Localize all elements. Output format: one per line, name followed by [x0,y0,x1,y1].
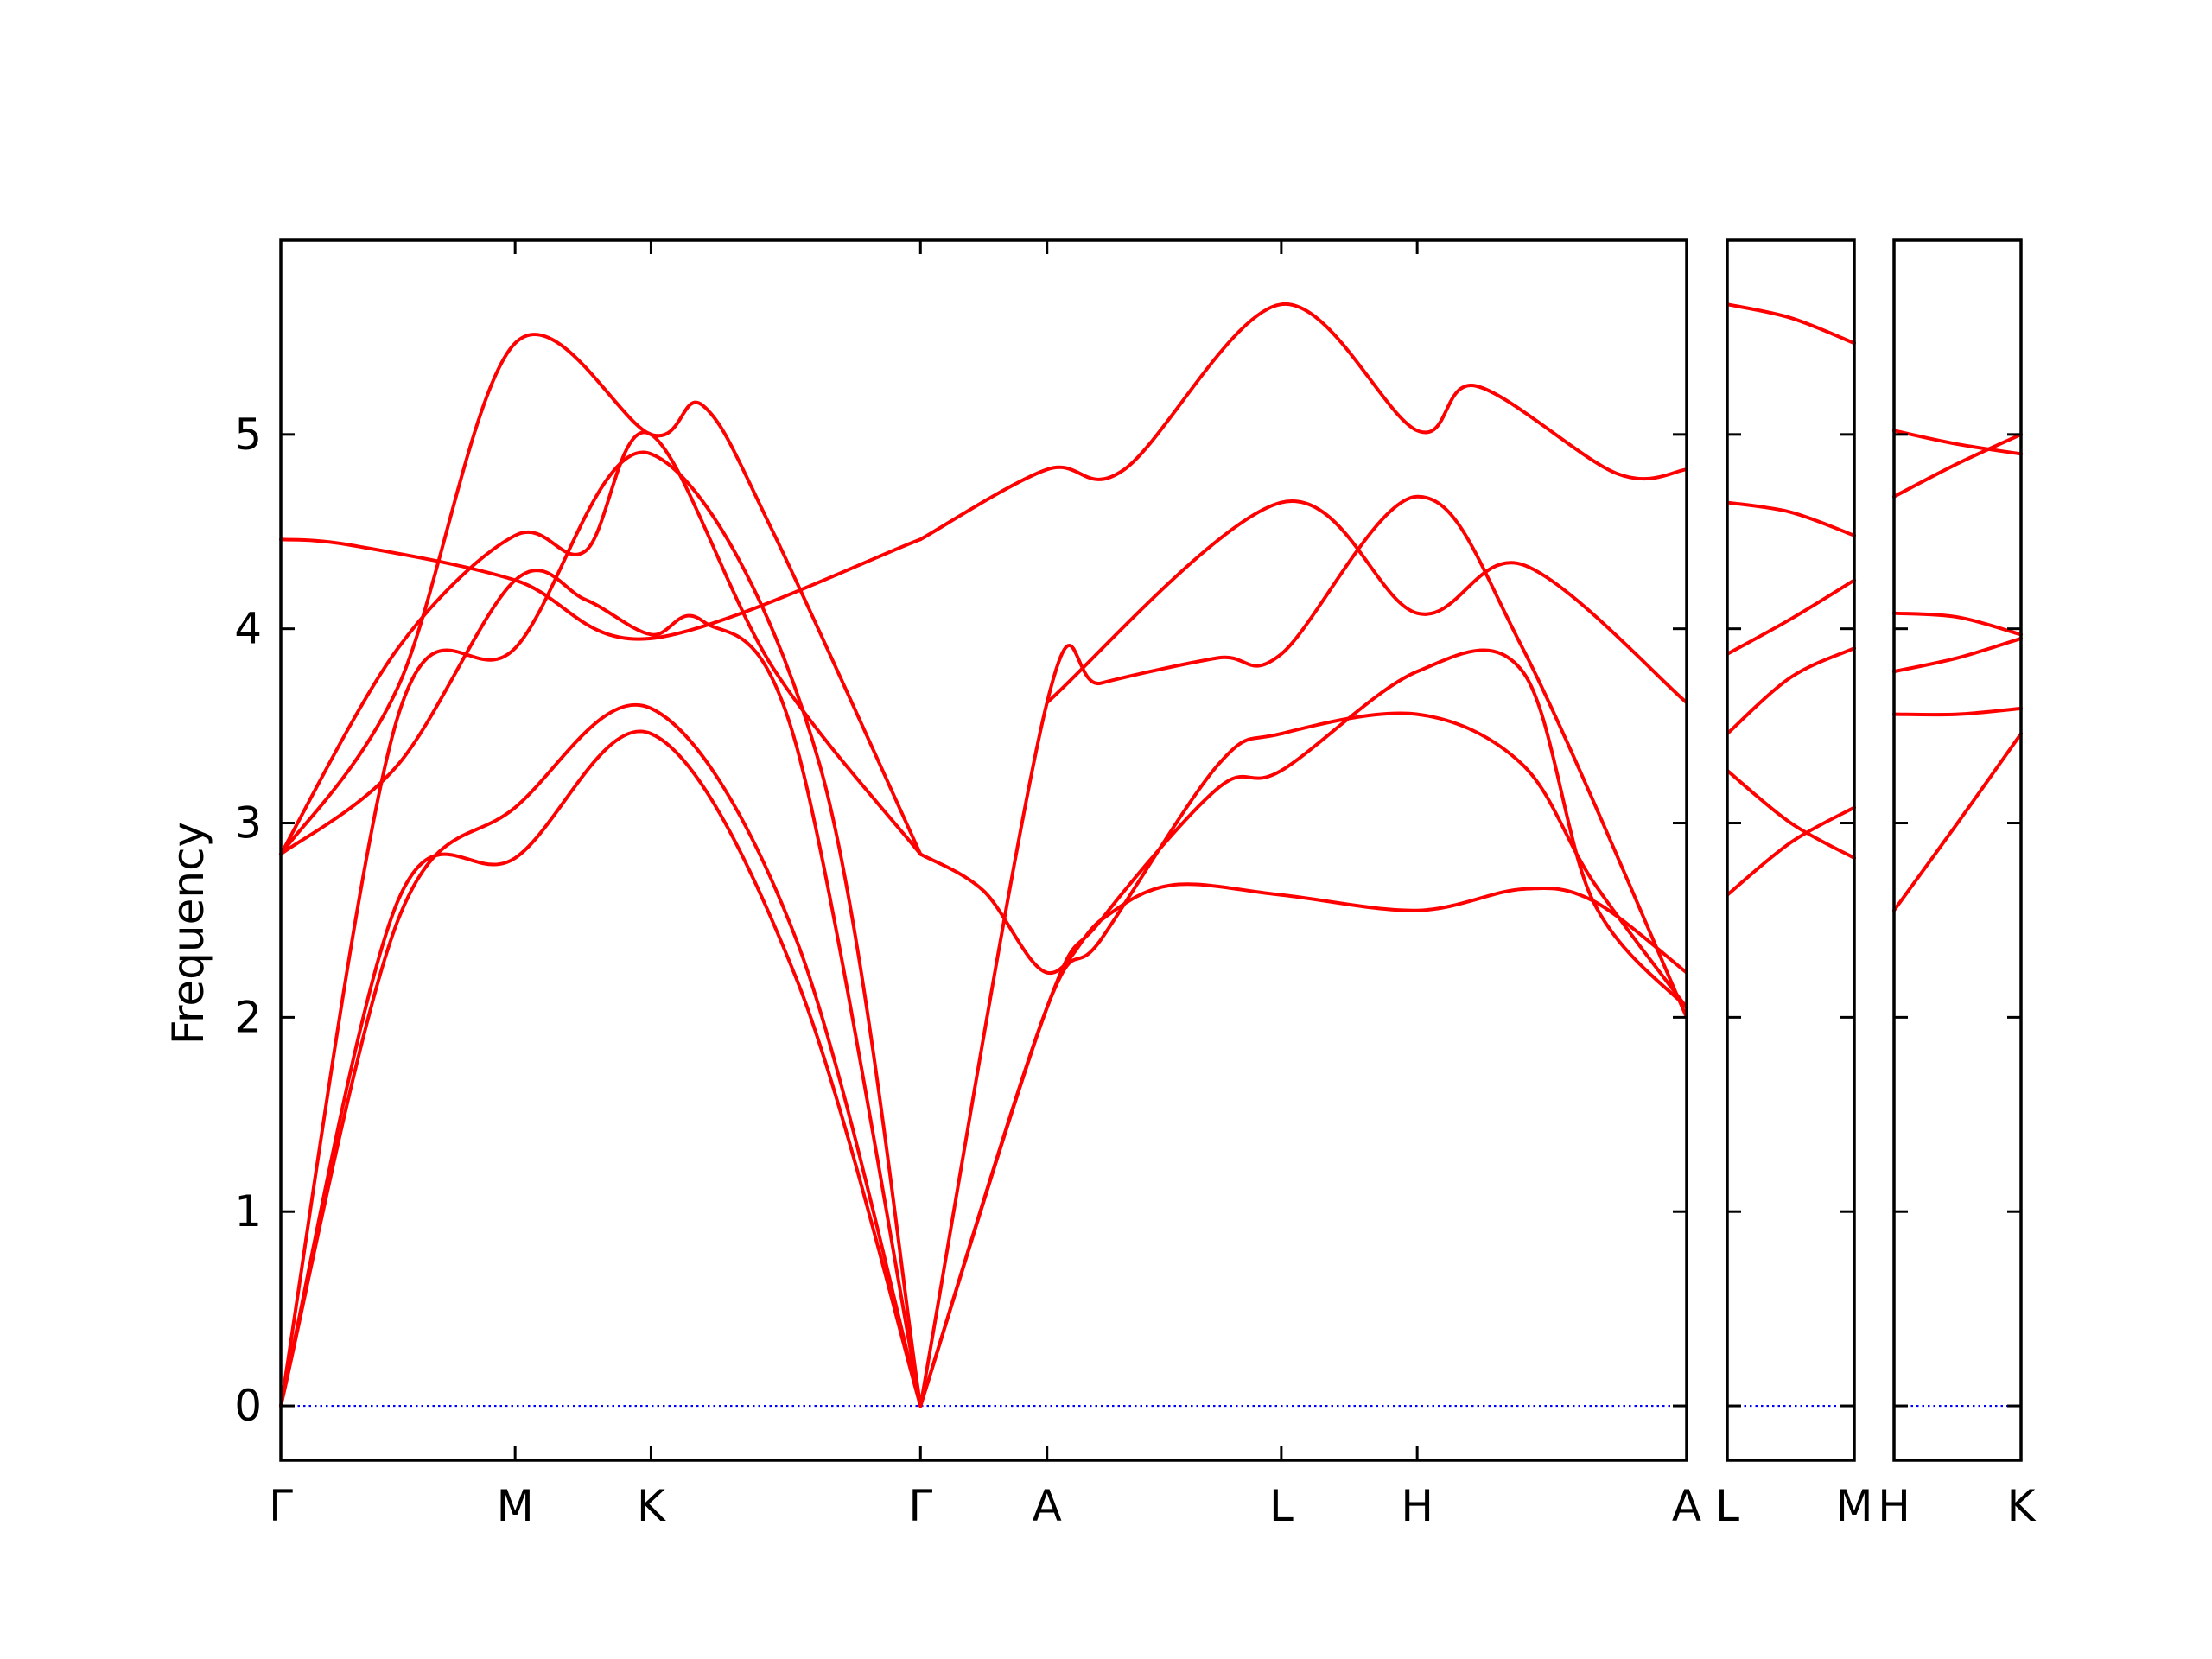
band-line-main-2 [279,450,923,1408]
band-line-lm-5 [1726,302,1856,346]
x-tick-label: K [637,1481,666,1531]
band-line-main-1 [279,702,923,1408]
band-line-main-8 [918,852,1688,975]
panel-main: Γ M K Γ A L H A 0 1 2 3 4 5 [234,238,1701,1531]
x-tick-label: H [1878,1481,1910,1531]
band-line-main-4 [279,333,923,856]
band-line-main-11 [918,494,1688,1408]
panel-frame [1892,238,2023,1462]
band-line-lm-4 [1726,500,1856,537]
band-line-hk-1 [1892,706,2023,717]
band-line-lm-1 [1726,768,1856,860]
x-tick-label: Γ [269,1481,293,1531]
x-tick-label: Γ [908,1481,932,1531]
band-line-lm-2 [1726,646,1856,736]
band-line-hk-2 [1892,636,2023,674]
band-line-hk-5 [1892,429,2023,456]
y-tick-label: 5 [234,410,262,460]
band-line-main-7 [918,302,1688,542]
y-tick-label: 4 [234,604,262,654]
band-line-main-0 [279,729,923,1408]
x-tick-label: K [2007,1481,2037,1531]
y-axis-label: Frequency [163,822,213,1045]
band-line-hk-4 [1892,432,2023,499]
band-line-main-3 [279,430,923,856]
x-tick-label: H [1401,1481,1433,1531]
band-line-lm-0 [1726,805,1856,897]
band-line-hk-0 [1892,732,2023,912]
y-tick-label: 1 [234,1186,262,1236]
band-line-main-12 [1045,499,1688,705]
x-tick-label: L [1715,1481,1739,1531]
band-line-main-5 [279,537,923,641]
panel-frame [1726,238,1856,1462]
y-tick-label: 2 [234,992,262,1042]
band-line-main-9 [918,711,1688,1408]
x-tick-label: M [497,1481,534,1531]
band-line-main-6 [279,569,923,1408]
band-line-main-10 [918,648,1688,1408]
y-tick-label: 0 [234,1381,262,1431]
y-tick-label: 3 [234,798,262,849]
x-tick-label: L [1269,1481,1294,1531]
x-tick-label: A [1033,1481,1062,1531]
x-tick-label: M [1835,1481,1872,1531]
x-tick-label: A [1672,1481,1701,1531]
band-line-hk-3 [1892,611,2023,637]
panel-frame [279,238,1688,1462]
band-line-lm-3 [1726,578,1856,656]
